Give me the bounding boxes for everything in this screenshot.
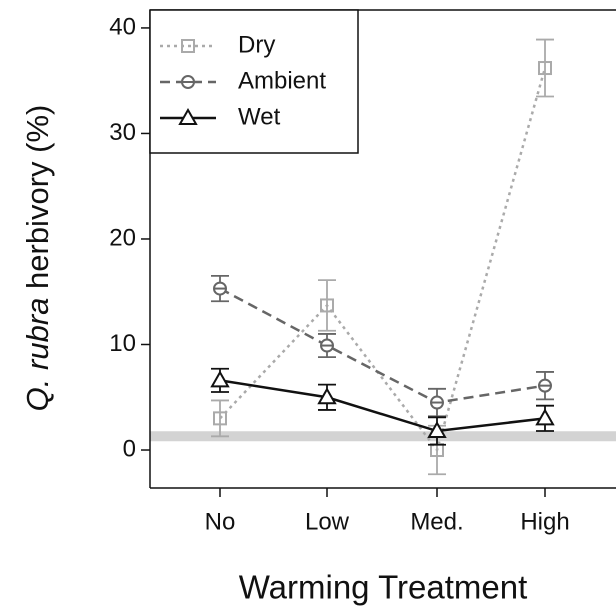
x-tick-label: Low xyxy=(305,508,350,535)
y-axis-title-italic: Q. rubra xyxy=(20,298,55,412)
x-tick-label: No xyxy=(205,508,236,535)
legend-marker xyxy=(181,39,195,53)
legend-label: Ambient xyxy=(238,67,326,94)
y-axis-title-rest: herbivory (%) xyxy=(20,105,55,289)
x-tick-label: Med. xyxy=(410,508,463,535)
x-tick-label: High xyxy=(520,508,569,535)
y-tick-label: 20 xyxy=(109,224,136,251)
point xyxy=(317,387,337,405)
y-axis-title: Q. rubra herbivory (%) xyxy=(20,105,55,412)
point xyxy=(320,338,334,353)
point xyxy=(320,298,334,313)
point xyxy=(210,370,230,388)
y-tick-label: 10 xyxy=(109,330,136,357)
point xyxy=(213,411,227,426)
legend-label: Wet xyxy=(238,103,281,130)
legend-marker xyxy=(178,107,198,125)
y-tick-label: 30 xyxy=(109,119,136,146)
error-bar xyxy=(536,38,554,98)
point xyxy=(538,61,552,76)
error-bar xyxy=(211,399,229,438)
point xyxy=(538,378,552,393)
point xyxy=(535,408,555,426)
point xyxy=(430,395,444,410)
error-bar xyxy=(318,279,336,332)
point xyxy=(427,421,447,439)
series-line xyxy=(219,67,547,453)
point xyxy=(213,281,227,296)
legend-marker xyxy=(181,75,195,89)
x-axis-title: Warming Treatment xyxy=(239,569,528,606)
series-line xyxy=(219,379,546,433)
series-line xyxy=(219,287,546,404)
y-tick-label: 40 xyxy=(109,13,136,40)
legend-label: Dry xyxy=(238,31,275,58)
y-tick-label: 0 xyxy=(123,435,136,462)
